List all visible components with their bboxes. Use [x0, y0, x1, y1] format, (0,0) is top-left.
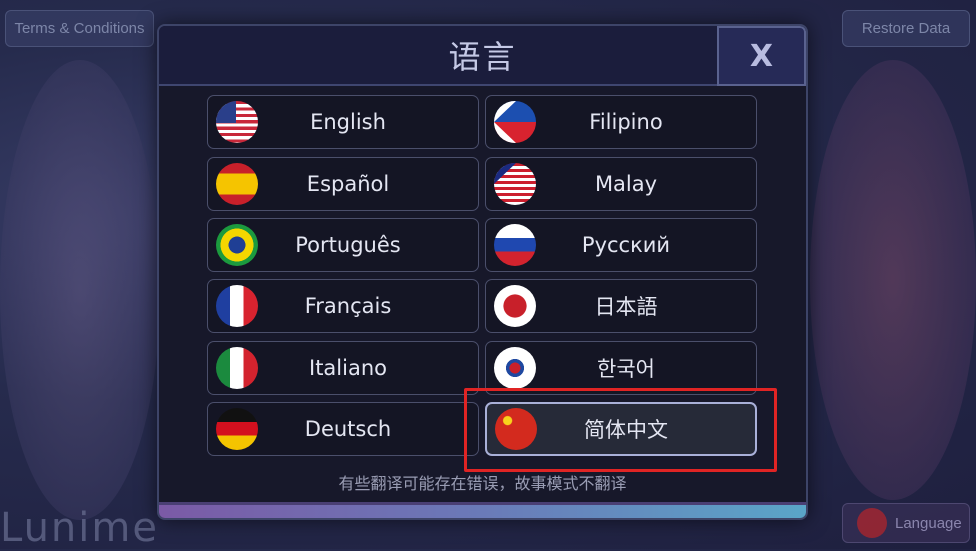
language-option-label: Русский — [581, 233, 671, 257]
language-button-label: Language — [895, 514, 962, 532]
language-option-label: Deutsch — [304, 417, 392, 441]
selection-highlight-box — [464, 388, 777, 472]
language-option[interactable]: Português — [207, 218, 479, 272]
dialog-title: 语言 — [448, 38, 517, 76]
de-flag-icon — [216, 408, 258, 450]
language-option[interactable]: 日本語 — [485, 279, 757, 333]
language-option[interactable]: Русский — [485, 218, 757, 272]
background-character-left — [0, 60, 160, 520]
language-option-label: Español — [306, 172, 390, 196]
language-option[interactable]: Malay — [485, 157, 757, 211]
background-character-right — [810, 60, 976, 500]
language-option[interactable]: Italiano — [207, 341, 479, 395]
language-option-label: Filipino — [589, 110, 663, 134]
language-option[interactable]: Filipino — [485, 95, 757, 149]
language-option[interactable]: Français — [207, 279, 479, 333]
language-option[interactable]: English — [207, 95, 479, 149]
language-option-label: 日本語 — [594, 295, 658, 319]
translation-note: 有些翻译可能存在错误，故事模式不翻译 — [338, 474, 627, 493]
language-option[interactable]: Español — [207, 157, 479, 211]
kr-flag-icon — [494, 347, 536, 389]
language-option[interactable]: 简体中文 — [485, 402, 757, 456]
language-option-label: Français — [304, 294, 392, 318]
ru-flag-icon — [494, 224, 536, 266]
my-flag-icon — [494, 163, 536, 205]
language-option-label: Português — [295, 233, 401, 257]
language-button[interactable]: Language — [842, 503, 970, 543]
close-button[interactable]: X — [717, 26, 806, 86]
language-option[interactable]: 한국어 — [485, 341, 757, 395]
language-option-label: 한국어 — [597, 357, 655, 381]
lunime-logo: Lunime — [0, 505, 159, 551]
br-flag-icon — [216, 224, 258, 266]
us-flag-icon — [216, 101, 258, 143]
jp-flag-icon — [494, 285, 536, 327]
language-option[interactable]: Deutsch — [207, 402, 479, 456]
es-flag-icon — [216, 163, 258, 205]
restore-data-button[interactable]: Restore Data — [842, 10, 970, 47]
close-icon: X — [749, 38, 774, 74]
language-dialog: 语言 X English Filipino Español Malay Portuguê… — [157, 24, 808, 520]
cn-flag-icon — [495, 408, 537, 450]
ph-flag-icon — [494, 101, 536, 143]
language-option-label: 简体中文 — [584, 418, 668, 442]
it-flag-icon — [216, 347, 258, 389]
language-option-label: Italiano — [309, 356, 387, 380]
terms-conditions-button[interactable]: Terms & Conditions — [5, 10, 154, 47]
language-option-label: Malay — [594, 172, 658, 196]
fr-flag-icon — [216, 285, 258, 327]
language-option-label: English — [310, 110, 386, 134]
dialog-footer-bar — [159, 502, 806, 518]
dialog-header: 语言 — [159, 26, 806, 86]
cn-flag-icon — [857, 508, 887, 538]
